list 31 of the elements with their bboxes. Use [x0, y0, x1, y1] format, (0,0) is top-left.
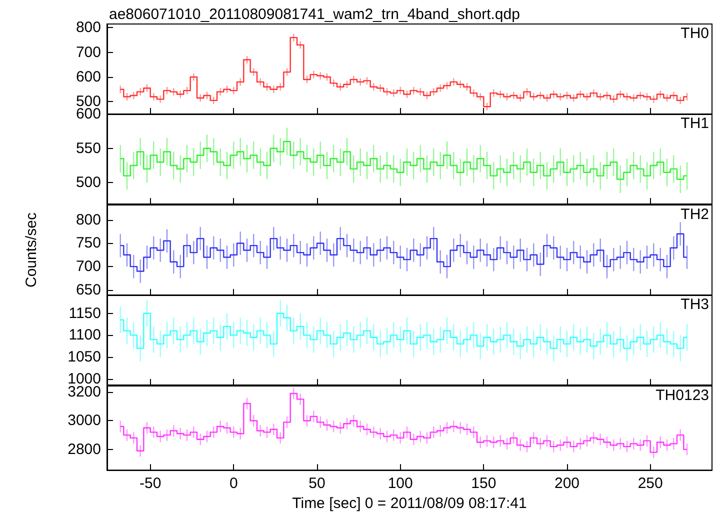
- y-tick-label: 500: [76, 174, 101, 192]
- y-tick-label: 3200: [68, 383, 101, 400]
- series-label: TH2: [680, 206, 710, 223]
- y-tick-label: 550: [76, 140, 101, 158]
- y-tick-label: 600: [76, 106, 101, 123]
- series-label: TH3: [680, 296, 710, 314]
- x-tick-label: 50: [308, 474, 326, 492]
- x-axis-title: Time [sec] 0 = 2011/08/09 08:17:41: [292, 494, 527, 512]
- y-tick-label: 1050: [68, 348, 101, 366]
- y-tick-label: 800: [76, 19, 101, 36]
- y-tick-label: 1150: [68, 305, 101, 322]
- text: TH0: [680, 25, 710, 42]
- y-tick-label: 700: [76, 258, 101, 275]
- text: TH1: [680, 115, 710, 132]
- x-tick-label: -50: [139, 474, 162, 492]
- x-tick-label: 200: [554, 474, 580, 492]
- y-tick-label: 2800: [68, 440, 101, 458]
- x-tick-label: 0: [229, 474, 238, 492]
- text: TH0123: [656, 386, 710, 404]
- y-tick-label: 3000: [68, 412, 101, 429]
- y-tick-label: 650: [76, 281, 101, 298]
- y-tick-label: 750: [76, 234, 101, 252]
- x-tick-label: 250: [638, 474, 663, 492]
- y-tick-label: 700: [76, 44, 101, 61]
- x-tick-label: 150: [471, 474, 496, 492]
- x-tick-label: 100: [388, 474, 413, 492]
- chart-title: ae806071010_20110809081741_wam2_trn_4band_short.qdp: [109, 6, 520, 23]
- y-tick-label: 1100: [68, 326, 101, 344]
- y-tick-label: 800: [76, 211, 101, 228]
- y-tick-label: 600: [76, 68, 101, 86]
- y-axis-title: Counts/sec: [23, 212, 40, 288]
